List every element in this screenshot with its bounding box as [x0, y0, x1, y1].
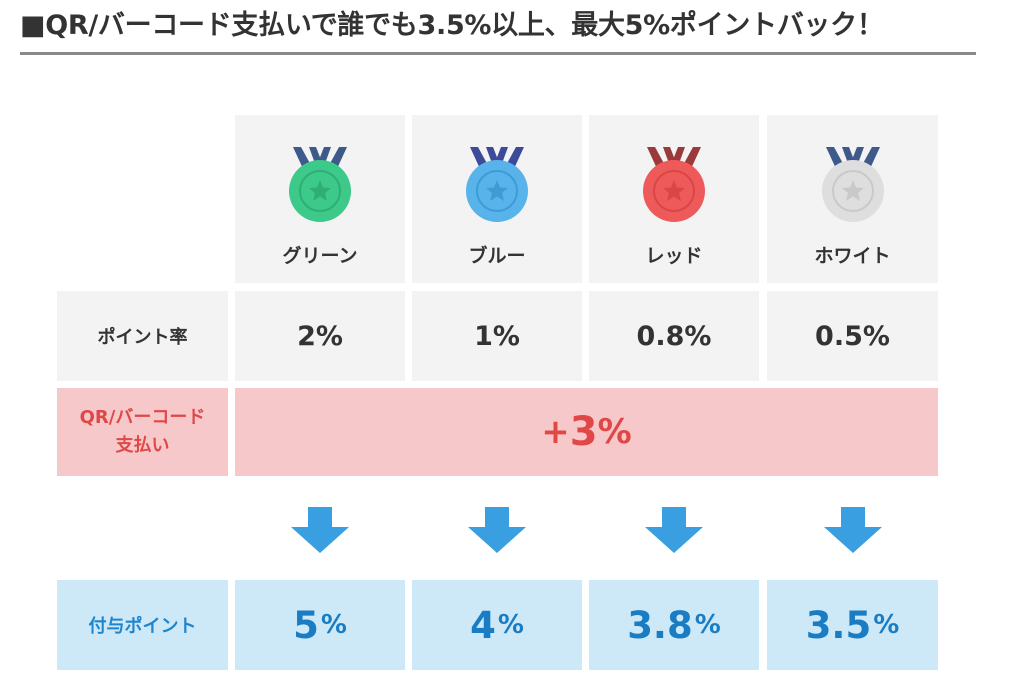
rank-header-white: ホワイト: [767, 115, 938, 283]
point-rate-blue: 1%: [412, 291, 582, 381]
final-number: 3.8: [627, 603, 693, 647]
granted-points-label: 付与ポイント: [57, 580, 228, 670]
title-underline: [20, 52, 976, 55]
final-unit: %: [873, 610, 900, 640]
rank-name: グリーン: [282, 245, 358, 267]
arrow-down-icon: [645, 507, 703, 553]
final-number: 4: [470, 603, 496, 647]
granted-points-red: 3.8%: [589, 580, 759, 670]
point-rate-label: ポイント率: [57, 291, 228, 381]
point-rate-green: 2%: [235, 291, 405, 381]
point-rate-red: 0.8%: [589, 291, 759, 381]
qr-bonus-value: +3%: [235, 388, 938, 476]
rank-header-blue: ブルー: [412, 115, 582, 283]
medal-icon: [821, 147, 884, 222]
arrow-down-icon: [291, 507, 349, 553]
qr-payment-label-line2: 支払い: [115, 435, 170, 456]
final-unit: %: [497, 610, 524, 640]
rank-name: ホワイト: [814, 245, 891, 267]
medal-icon: [289, 147, 351, 222]
rank-name: ブルー: [468, 245, 526, 267]
bonus-number: 3: [569, 409, 598, 455]
rank-header-red: レッド: [589, 115, 759, 283]
bonus-sign: +: [541, 412, 570, 452]
rank-header-green: グリーン: [235, 115, 405, 283]
final-unit: %: [694, 610, 721, 640]
qr-payment-label: QR/バーコード 支払い: [57, 388, 228, 476]
final-number: 3.5: [805, 603, 872, 647]
arrow-down-icon: [824, 507, 882, 553]
granted-points-white: 3.5%: [767, 580, 938, 670]
granted-points-green: 5%: [235, 580, 405, 670]
final-number: 5: [293, 603, 319, 647]
page-title: ■QR/バーコード支払いで誰でも3.5%以上、最大5%ポイントバック！: [20, 10, 884, 41]
medal-icon: [643, 147, 705, 222]
granted-points-blue: 4%: [412, 580, 582, 670]
final-unit: %: [320, 610, 347, 640]
qr-payment-label-line1: QR/バーコード: [79, 407, 206, 428]
point-rate-white: 0.5%: [767, 291, 938, 381]
rank-name: レッド: [645, 245, 703, 267]
arrow-down-icon: [468, 507, 526, 553]
bonus-unit: %: [597, 412, 632, 452]
medal-icon: [466, 147, 528, 222]
